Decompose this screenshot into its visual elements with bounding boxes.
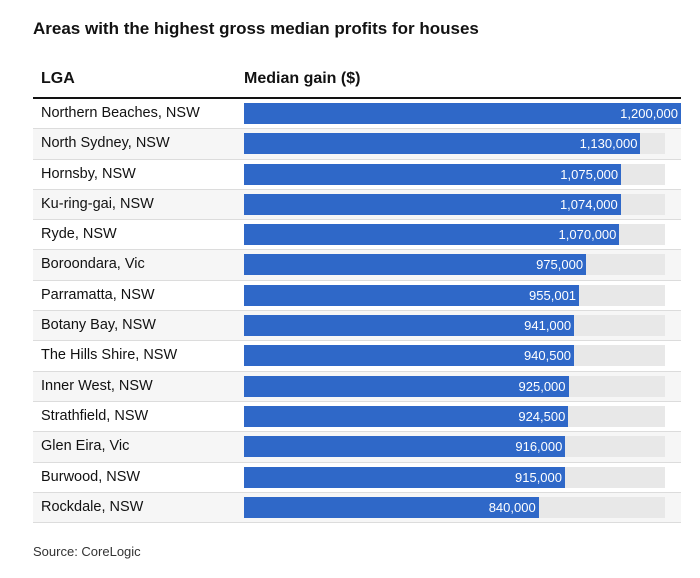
bar: 924,500	[244, 405, 569, 427]
table-row: Hornsby, NSW 1,075,000	[33, 160, 681, 190]
bar-track: 924,500	[244, 405, 665, 427]
bar: 925,000	[244, 375, 569, 397]
bar-track: 955,001	[244, 284, 665, 306]
table-row: Northern Beaches, NSW 1,200,000	[33, 99, 681, 130]
bar: 1,074,000	[244, 193, 621, 215]
bar-track: 1,074,000	[244, 193, 665, 215]
category-label: Strathfield, NSW	[41, 407, 149, 424]
bar-track: 941,000	[244, 315, 665, 337]
bar-track: 1,130,000	[244, 133, 665, 155]
data-label: 1,070,000	[558, 227, 617, 243]
data-label: 955,001	[529, 287, 577, 303]
bar-track: 940,500	[244, 345, 665, 367]
category-label: Hornsby, NSW	[41, 165, 136, 182]
bar: 941,000	[244, 315, 575, 337]
table-row: The Hills Shire, NSW 940,500	[33, 341, 681, 372]
table-row: Ku-ring-gai, NSW 1,074,000	[33, 189, 681, 221]
bar: 916,000	[244, 436, 566, 458]
category-label: Ku-ring-gai, NSW	[41, 195, 154, 212]
bar: 975,000	[244, 254, 587, 276]
bar-track: 1,200,000	[244, 103, 681, 124]
data-label: 1,074,000	[559, 196, 618, 212]
bar: 1,200,000	[244, 103, 681, 124]
data-label: 916,000	[515, 439, 563, 455]
table-header: LGA Median gain ($)	[33, 63, 681, 99]
table-row: Ryde, NSW 1,070,000	[33, 220, 681, 251]
category-label: Botany Bay, NSW	[41, 317, 156, 334]
table-row: Burwood, NSW 915,000	[33, 463, 681, 493]
category-label: Burwood, NSW	[41, 468, 141, 485]
data-label: 1,130,000	[579, 136, 638, 152]
data-label: 924,500	[518, 408, 566, 424]
bar: 955,001	[244, 284, 580, 306]
bar-track: 916,000	[244, 436, 665, 458]
table-row: Rockdale, NSW 840,000	[33, 492, 681, 524]
bar-track: 975,000	[244, 254, 665, 276]
category-label: Inner West, NSW	[41, 377, 153, 394]
data-label: 925,000	[518, 378, 566, 394]
column-header-median-gain: Median gain ($)	[244, 70, 361, 87]
bar-track: 1,075,000	[244, 163, 665, 185]
bar: 915,000	[244, 466, 565, 488]
category-label: The Hills Shire, NSW	[41, 347, 178, 364]
bar: 1,070,000	[244, 224, 620, 246]
table-row: Boroondara, Vic 975,000	[33, 250, 681, 281]
column-header-lga: LGA	[41, 70, 75, 87]
table-row: Strathfield, NSW 924,500	[33, 402, 681, 433]
bar: 940,500	[244, 345, 574, 367]
category-label: Glen Eira, Vic	[41, 438, 130, 455]
category-label: Ryde, NSW	[41, 226, 117, 243]
bar: 840,000	[244, 496, 539, 518]
bar-rows: Northern Beaches, NSW 1,200,000 North Sydn…	[33, 99, 681, 524]
bar: 1,075,000	[244, 163, 622, 185]
bar-track: 1,070,000	[244, 224, 665, 246]
chart-title: Areas with the highest gross median prof…	[33, 19, 479, 38]
category-label: Boroondara, Vic	[41, 256, 145, 273]
category-label: Northern Beaches, NSW	[41, 105, 200, 121]
table-row: Glen Eira, Vic 916,000	[33, 432, 681, 463]
data-label: 1,075,000	[560, 166, 619, 182]
table-row: Parramatta, NSW 955,001	[33, 281, 681, 312]
bar-track: 915,000	[244, 466, 665, 488]
data-label: 940,500	[523, 348, 571, 364]
data-label: 1,200,000	[620, 106, 678, 121]
data-label: 941,000	[524, 318, 572, 334]
bar-track: 840,000	[244, 496, 665, 518]
source-note: Source: CoreLogic	[33, 544, 141, 559]
table-row: North Sydney, NSW 1,130,000	[33, 129, 681, 160]
data-label: 915,000	[515, 469, 562, 485]
bar-track: 925,000	[244, 375, 665, 397]
category-label: North Sydney, NSW	[41, 135, 170, 152]
bar: 1,130,000	[244, 133, 641, 155]
data-label: 975,000	[536, 257, 584, 273]
table-row: Botany Bay, NSW 941,000	[33, 311, 681, 342]
category-label: Parramatta, NSW	[41, 286, 155, 303]
category-label: Rockdale, NSW	[41, 498, 144, 515]
table-row: Inner West, NSW 925,000	[33, 371, 681, 402]
data-label: 840,000	[488, 499, 536, 515]
